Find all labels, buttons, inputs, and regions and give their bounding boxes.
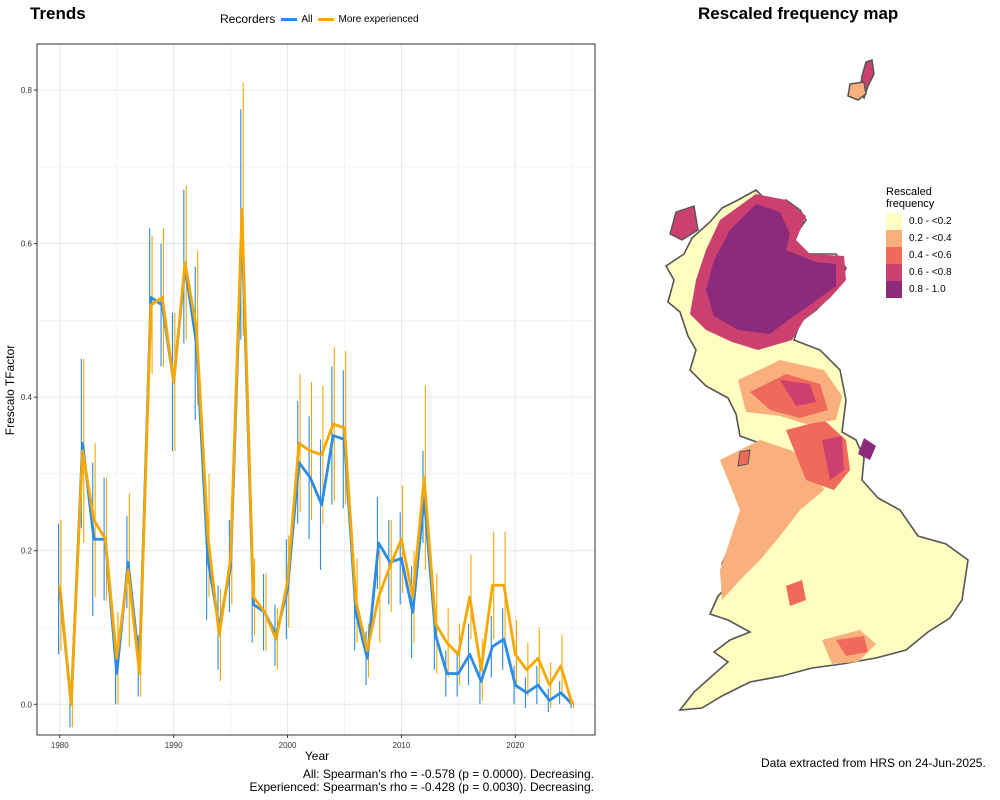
map-legend-label: 0.6 - <0.8	[909, 267, 952, 278]
map-legend: Rescaled frequency 0.0 - <0.2 0.2 - <0.4…	[886, 186, 952, 298]
map-legend-title-1: Rescaled	[886, 186, 932, 198]
spearman-all: All: Spearman's rho = -0.578 (p = 0.0000…	[302, 767, 594, 781]
axis-ticks: 0.0 0.2 0.4 0.6 0.8 1980 1990 2000 2010 2020	[21, 86, 525, 750]
map-region-orkney	[847, 81, 867, 101]
x-tick-label: 1980	[51, 741, 69, 750]
map-patch-northeast	[858, 438, 876, 460]
chart-legend: Recorders All More experienced	[220, 12, 419, 26]
x-tick-label: 2020	[506, 741, 524, 750]
trend-chart: 0.0 0.2 0.4 0.6 0.8 1980 1990 2000 2010 2020 Fres…	[3, 43, 596, 763]
map-legend-row: 0.2 - <0.4	[886, 230, 952, 247]
map-legend-title-2: frequency	[886, 198, 935, 210]
y-tick-label: 0.6	[21, 240, 33, 249]
map-region-western-isles	[669, 205, 699, 241]
chart-grid	[37, 44, 595, 735]
map-legend-label: 0.0 - <0.2	[909, 216, 952, 227]
map-patch-wales	[786, 580, 806, 606]
series-line-all	[58, 223, 574, 706]
x-axis-label: Year	[305, 749, 329, 763]
map-patch-highlands-core	[706, 204, 836, 334]
trends-title: Trends	[30, 4, 86, 23]
y-tick-label: 0.0	[21, 700, 33, 709]
legend-item-experienced: More experienced	[318, 13, 419, 25]
plot-frame	[36, 43, 596, 736]
x-tick-label: 2000	[279, 741, 297, 750]
map-legend-label: 0.4 - <0.6	[909, 250, 952, 261]
map-legend-label: 0.8 - 1.0	[909, 284, 946, 295]
y-tick-label: 0.2	[21, 547, 33, 556]
map-region-isle-of-man	[737, 449, 751, 467]
map-legend-label: 0.2 - <0.4	[909, 233, 952, 244]
map-patch-lowlands-high	[780, 380, 816, 406]
y-tick-label: 0.8	[21, 86, 33, 95]
map-legend-swatch	[886, 213, 902, 230]
map-patch-south-mid	[836, 636, 868, 656]
map-patch-high	[822, 436, 844, 480]
map-legend-row: 0.4 - <0.6	[886, 247, 952, 264]
y-axis-label: Frescalo TFactor	[3, 345, 17, 435]
y-tick-label: 0.4	[21, 393, 33, 402]
map-legend-swatch	[886, 281, 902, 298]
spearman-experienced: Experienced: Spearman's rho = -0.428 (p …	[249, 780, 595, 794]
x-tick-label: 1990	[165, 741, 183, 750]
map-legend-swatch	[886, 264, 902, 281]
legend-item-all: All	[281, 14, 312, 25]
data-source-note: Data extracted from HRS on 24-Jun-2025.	[761, 756, 986, 770]
map-patch-low	[720, 440, 824, 600]
map-title: Rescaled frequency map	[698, 4, 899, 23]
legend-title: Recorders	[220, 12, 276, 26]
map-legend-row: 0.8 - 1.0	[886, 281, 952, 298]
map-legend-row: 0.0 - <0.2	[886, 213, 952, 230]
legend-swatch-all	[281, 17, 298, 21]
series-lines	[58, 207, 574, 706]
map-legend-swatch	[886, 247, 902, 264]
map-legend-swatch	[886, 230, 902, 247]
x-tick-label: 2010	[393, 741, 411, 750]
frequency-map	[664, 59, 969, 711]
legend-label-all: All	[301, 13, 313, 25]
map-legend-row: 0.6 - <0.8	[886, 264, 952, 281]
series-line-experienced	[58, 207, 574, 706]
legend-swatch-experienced	[318, 17, 335, 21]
legend-label-experienced: More experienced	[338, 13, 419, 25]
